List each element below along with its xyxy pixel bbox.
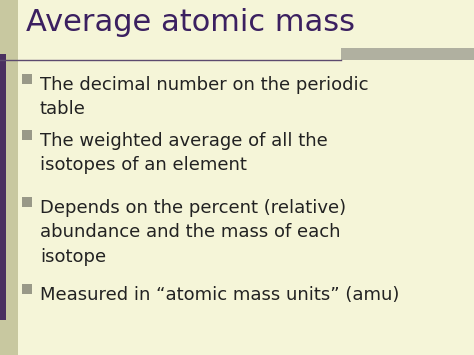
Bar — [0, 54, 6, 320]
Text: Depends on the percent (relative)
abundance and the mass of each
isotope: Depends on the percent (relative) abunda… — [40, 199, 346, 266]
Bar — [0, 0, 18, 355]
Text: The decimal number on the periodic
table: The decimal number on the periodic table — [40, 76, 368, 118]
Bar — [22, 130, 32, 140]
Text: The weighted average of all the
isotopes of an element: The weighted average of all the isotopes… — [40, 132, 328, 174]
Text: Measured in “atomic mass units” (amu): Measured in “atomic mass units” (amu) — [40, 286, 400, 304]
Text: Average atomic mass: Average atomic mass — [26, 8, 355, 37]
Bar — [22, 74, 32, 84]
Bar — [22, 284, 32, 294]
Bar — [22, 197, 32, 207]
Bar — [341, 48, 474, 60]
